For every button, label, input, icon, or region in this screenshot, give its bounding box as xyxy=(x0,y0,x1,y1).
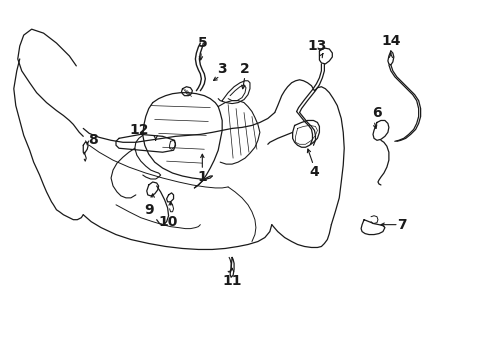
Text: 7: 7 xyxy=(397,218,407,231)
Text: 14: 14 xyxy=(381,34,401,48)
Text: 10: 10 xyxy=(159,215,178,229)
Text: 12: 12 xyxy=(129,123,148,138)
Text: 1: 1 xyxy=(197,170,207,184)
Text: 6: 6 xyxy=(372,105,382,120)
Text: 8: 8 xyxy=(88,133,98,147)
Text: 11: 11 xyxy=(222,274,242,288)
Text: 13: 13 xyxy=(308,39,327,53)
Text: 2: 2 xyxy=(240,62,250,76)
Text: 5: 5 xyxy=(197,36,207,50)
Text: 4: 4 xyxy=(310,165,319,179)
Text: 9: 9 xyxy=(144,203,153,217)
Text: 3: 3 xyxy=(218,62,227,76)
